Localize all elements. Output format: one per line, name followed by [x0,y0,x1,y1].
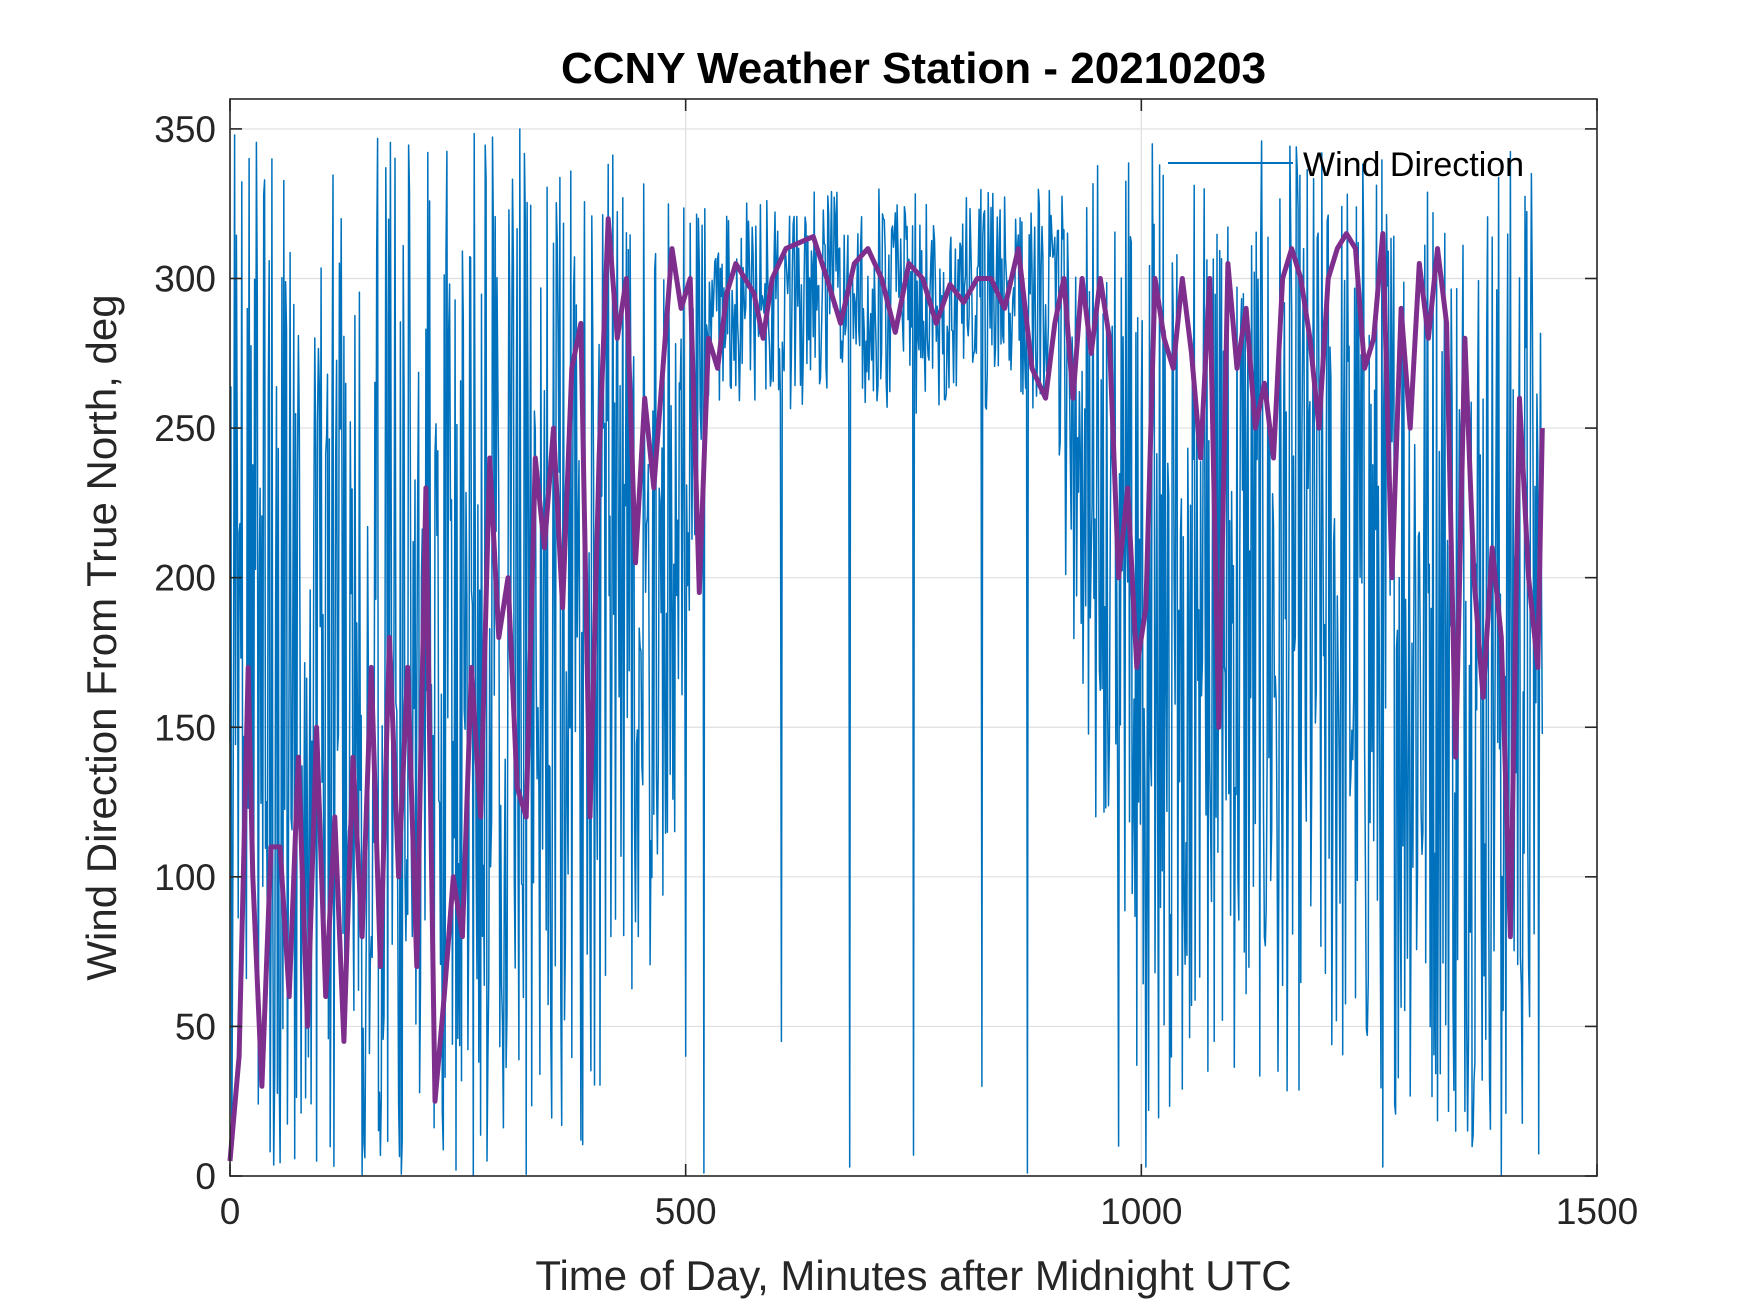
x-tick-label: 1500 [1556,1191,1638,1232]
y-axis-label: Wind Direction From True North, deg [78,294,125,980]
y-tick-label: 200 [154,558,216,599]
x-axis-label: Time of Day, Minutes after Midnight UTC [535,1252,1291,1299]
series-line-wind-direction [229,128,1544,1177]
legend-label-wind-direction: Wind Direction [1303,146,1524,184]
y-tick-label: 250 [154,408,216,449]
x-tick-labels: 0 500 1000 1500 [220,1191,1638,1232]
y-tick-label: 50 [175,1006,216,1047]
x-tick-label: 0 [220,1191,241,1232]
y-tick-label: 150 [154,707,216,748]
x-tick-label: 1000 [1100,1191,1182,1232]
chart-title: CCNY Weather Station - 20210203 [561,44,1266,93]
y-tick-label: 300 [154,259,216,300]
legend: Wind Direction [1168,146,1524,184]
y-tick-labels: 0 50 100 150 200 250 300 350 [154,109,216,1197]
y-tick-label: 350 [154,109,216,150]
data-series [227,128,1545,1177]
series-line-moving-average [227,216,1545,1162]
y-tick-label: 100 [154,857,216,898]
y-tick-label: 0 [195,1156,216,1197]
x-tick-label: 500 [655,1191,717,1232]
axes-box [229,98,1598,1177]
